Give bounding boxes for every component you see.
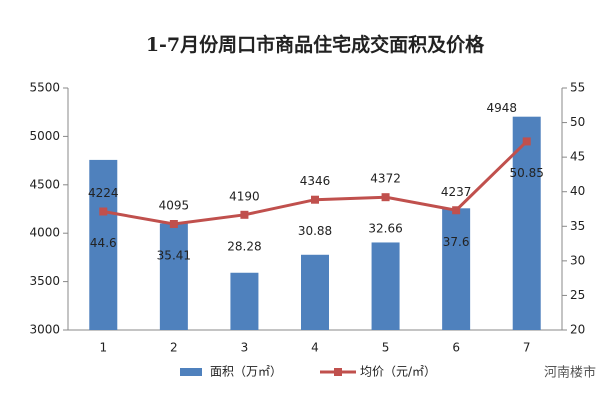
data-label: 4095 <box>159 199 190 213</box>
data-label: 4190 <box>229 189 260 203</box>
bar <box>159 223 188 330</box>
line-marker <box>169 220 178 229</box>
data-label: 28.28 <box>227 239 261 253</box>
line-marker <box>99 207 108 216</box>
y2-tick-label: 55 <box>570 81 585 95</box>
y2-tick-label: 45 <box>570 150 585 164</box>
bar <box>512 116 541 331</box>
y2-tick-label: 40 <box>570 184 585 198</box>
data-label: 4346 <box>300 174 331 188</box>
data-label: 4372 <box>370 172 401 186</box>
x-tick-label: 3 <box>241 341 249 355</box>
y2-tick-label: 35 <box>570 219 585 233</box>
line-marker <box>311 195 319 204</box>
line-marker <box>381 193 390 202</box>
legend-label: 面积（万㎡） <box>210 365 282 379</box>
y-tick-label: 3500 <box>29 274 60 288</box>
x-tick-label: 2 <box>170 341 178 355</box>
x-tick-label: 1 <box>99 341 107 355</box>
bar <box>371 242 400 330</box>
legend-swatch <box>180 368 202 376</box>
y2-tick-label: 50 <box>570 115 585 129</box>
data-label: 37.6 <box>443 235 470 249</box>
y-tick-label: 5500 <box>29 81 60 95</box>
data-label: 30.88 <box>298 224 332 238</box>
y2-tick-label: 20 <box>570 323 585 337</box>
x-tick-label: 5 <box>382 341 390 355</box>
y2-tick-label: 25 <box>570 288 585 302</box>
y-tick-label: 4500 <box>29 177 60 191</box>
y-tick-label: 3000 <box>29 323 60 337</box>
data-label: 44.6 <box>90 236 117 250</box>
y-tick-label: 5000 <box>29 129 60 143</box>
y-tick-label: 4000 <box>29 226 60 240</box>
x-tick-label: 6 <box>452 341 460 355</box>
data-label: 35.41 <box>157 249 191 263</box>
data-label: 32.66 <box>368 222 402 236</box>
bar <box>89 159 118 330</box>
chart-title: 1-7月份周口市商品住宅成交面积及价格 <box>146 33 485 56</box>
data-label: 4224 <box>88 186 119 200</box>
data-label: 50.85 <box>510 166 544 180</box>
bar <box>230 272 259 330</box>
data-label: 4948 <box>486 101 517 115</box>
source-mark: 河南楼市 <box>544 365 596 381</box>
data-label: 4237 <box>441 185 472 199</box>
legend-swatch <box>334 368 342 376</box>
x-tick-label: 7 <box>523 341 531 355</box>
line-marker <box>452 206 461 215</box>
x-tick-label: 4 <box>311 341 319 355</box>
legend-label: 均价（元/㎡） <box>360 365 436 379</box>
line-marker <box>240 210 249 219</box>
y2-tick-label: 30 <box>570 253 585 267</box>
bar <box>301 254 329 330</box>
line-marker <box>522 137 531 146</box>
bar <box>442 208 471 330</box>
